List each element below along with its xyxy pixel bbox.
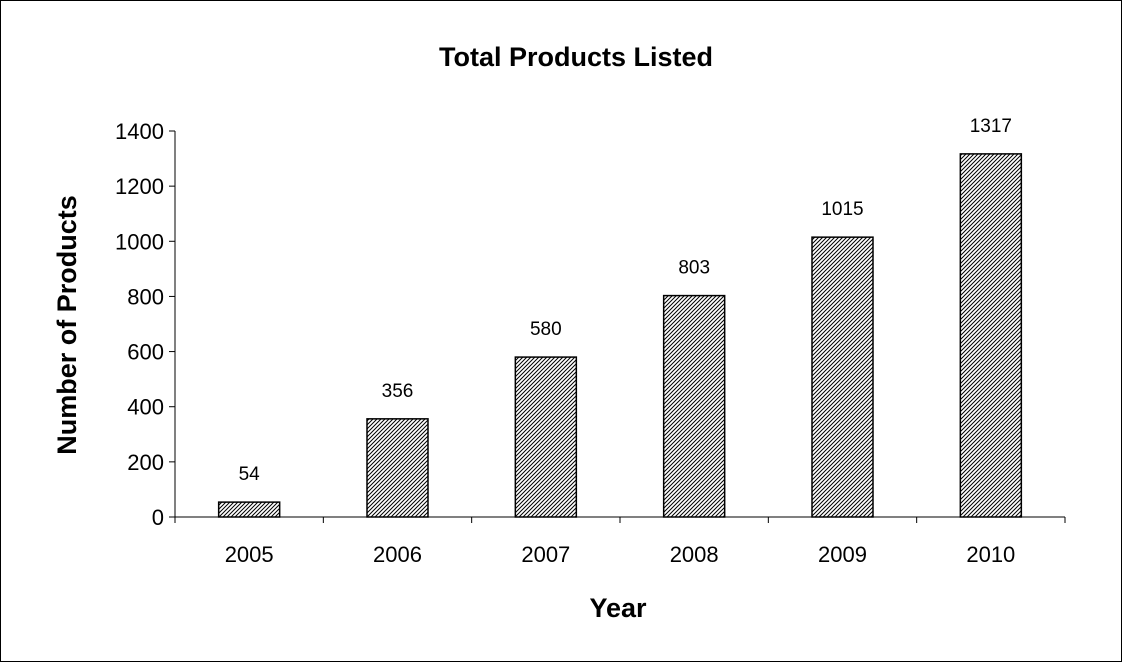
data-label: 54 [239,464,261,485]
y-tick-label: 600 [127,340,164,365]
bar [514,356,578,518]
data-label: 356 [382,381,414,402]
data-label: 1317 [970,116,1012,137]
data-label: 580 [530,319,562,340]
plot-area: 0 200 400 600 800 1000 1200 1400 54 2005 356 2006 58… [115,116,1066,567]
bar [662,294,726,518]
x-tick-label: 2007 [521,542,570,567]
y-tick-label: 800 [127,284,164,309]
y-tick-label: 400 [127,395,164,420]
data-label: 1015 [821,199,863,220]
x-tick-label: 2009 [818,542,867,567]
y-tick-label: 1400 [115,119,164,144]
bar [217,501,281,518]
x-axis-title: Year [589,593,647,623]
data-label: 803 [678,258,710,279]
x-tick-label: 2010 [966,542,1015,567]
bar [959,153,1023,518]
bar [366,418,429,518]
y-tick-label: 0 [152,505,164,530]
x-tick-label: 2005 [225,542,274,567]
x-tick-label: 2008 [670,542,719,567]
bar [811,236,874,518]
x-tick-label: 2006 [373,542,422,567]
chart-title: Total Products Listed [439,42,713,72]
y-axis-title: Number of Products [52,195,82,455]
y-tick-label: 1000 [115,229,164,254]
y-tick-label: 1200 [115,174,164,199]
y-tick-label: 200 [127,450,164,475]
